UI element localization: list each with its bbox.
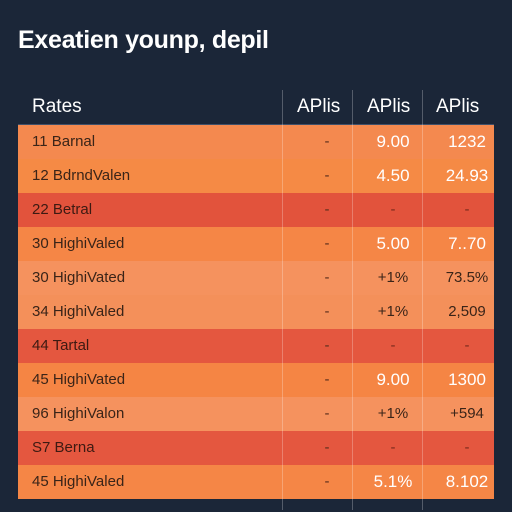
cell-col-1: - — [324, 303, 330, 320]
table-row[interactable]: 30 HighiValed - 5.00 7..70 — [18, 227, 494, 261]
cell-col-3: +594 — [450, 405, 484, 422]
cell-col-3: 1232 — [448, 132, 486, 151]
table-row[interactable]: 12 BdrndValen - 4.50 24.93 — [18, 159, 494, 193]
cell-col-1: - — [324, 167, 330, 184]
row-label: 45 HighiValed — [32, 473, 125, 490]
row-label: 96 HighiValon — [32, 405, 125, 422]
cell-col-2: - — [390, 439, 396, 456]
cell-col-2: 9.00 — [376, 132, 410, 151]
cell-col-3: 73.5% — [445, 269, 489, 286]
cell-col-2: - — [390, 201, 396, 218]
table-row[interactable]: 30 HighiVated - +1% 73.5% — [18, 261, 494, 295]
column-divider — [422, 90, 423, 510]
table-row[interactable]: 11 Barnal - 9.00 1232 — [18, 125, 494, 159]
row-label: 34 HighiValed — [32, 303, 125, 320]
cell-col-1: - — [324, 133, 330, 150]
cell-col-2: 5.00 — [376, 234, 410, 253]
cell-col-2: +1% — [377, 303, 409, 320]
table-body: 11 Barnal - 9.00 1232 12 BdrndValen - 4.50 24.9… — [18, 125, 494, 499]
cell-col-3: 7..70 — [448, 234, 486, 253]
cell-col-3: - — [464, 439, 470, 456]
cell-col-1: - — [324, 337, 330, 354]
cell-col-3: - — [464, 337, 470, 354]
table-row[interactable]: 96 HighiValon - +1% +594 — [18, 397, 494, 431]
cell-col-1: - — [324, 201, 330, 218]
column-header-apis-1[interactable]: APlis — [297, 96, 341, 117]
row-label: 22 Betral — [32, 201, 93, 218]
cell-col-1: - — [324, 473, 330, 490]
cell-col-1: - — [324, 235, 330, 252]
row-label: 12 BdrndValen — [32, 167, 131, 184]
rates-table: Rates APlis APlis APlis 11 Barnal - 9.00 12… — [18, 90, 494, 499]
table-row[interactable]: 22 Betral - - - — [18, 193, 494, 227]
table-row[interactable]: 34 HighiValed - +1% 2,509 — [18, 295, 494, 329]
cell-col-2: +1% — [377, 405, 409, 422]
column-divider — [282, 90, 283, 510]
cell-col-2: 9.00 — [376, 370, 410, 389]
cell-col-3: 8.102 — [445, 472, 489, 491]
row-label: 44 Tartal — [32, 337, 90, 354]
row-label: 11 Barnal — [32, 133, 96, 150]
table-row[interactable]: 45 HighiValed - 5.1% 8.102 — [18, 465, 494, 499]
cell-col-2: - — [390, 337, 396, 354]
cell-col-2: 5.1% — [373, 472, 413, 491]
table-row[interactable]: 44 Tartal - - - — [18, 329, 494, 363]
cell-col-1: - — [324, 405, 330, 422]
cell-col-3: 24.93 — [445, 166, 489, 185]
column-header-rates[interactable]: Rates — [32, 96, 82, 117]
table-header: Rates APlis APlis APlis — [18, 90, 494, 125]
cell-col-1: - — [324, 439, 330, 456]
cell-col-1: - — [324, 371, 330, 388]
cell-col-1: - — [324, 269, 330, 286]
page-title: Exeatien younp, depil — [18, 26, 269, 54]
cell-col-2: 4.50 — [376, 166, 410, 185]
row-label: 30 HighiValed — [32, 235, 125, 252]
row-label: 30 HighiVated — [32, 269, 126, 286]
cell-col-2: +1% — [377, 269, 409, 286]
row-label: S7 Berna — [32, 439, 95, 456]
cell-col-3: 1300 — [448, 370, 486, 389]
column-header-apis-3[interactable]: APlis — [436, 96, 480, 117]
row-label: 45 HighiVated — [32, 371, 126, 388]
cell-col-3: - — [464, 201, 470, 218]
table-row[interactable]: 45 HighiVated - 9.00 1300 — [18, 363, 494, 397]
table-row[interactable]: S7 Berna - - - — [18, 431, 494, 465]
column-divider — [352, 90, 353, 510]
cell-col-3: 2,509 — [448, 303, 486, 320]
column-header-apis-2[interactable]: APlis — [367, 96, 411, 117]
